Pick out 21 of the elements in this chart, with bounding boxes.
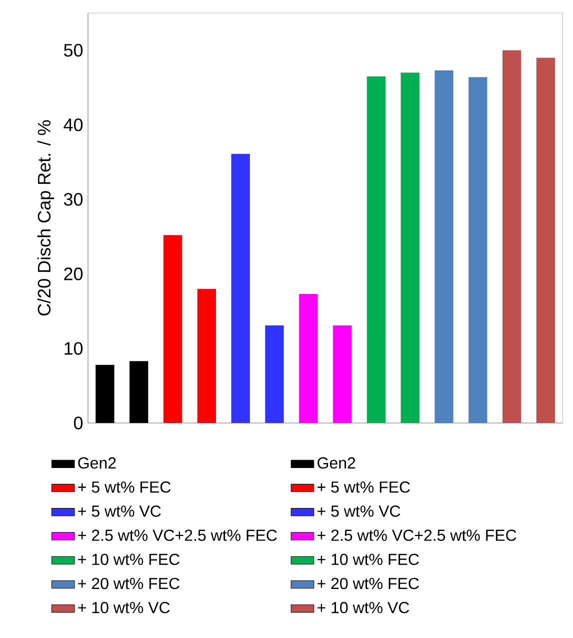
legend-label: + 10 wt% VC <box>318 602 410 614</box>
legend-label: + 20 wt% FEC <box>318 578 419 590</box>
y-tick-label: 40 <box>64 118 83 132</box>
legend-label: Gen2 <box>78 457 116 469</box>
legend-label: Gen2 <box>318 457 356 469</box>
y-tick-label: 10 <box>64 342 83 355</box>
y-tick-label: 20 <box>64 268 83 280</box>
y-tick-label: 30 <box>64 192 83 206</box>
legend-label: + 10 wt% VC <box>78 602 170 614</box>
legend-label: + 5 wt% VC <box>78 506 161 517</box>
legend-label: + 2.5 wt% VC+2.5 wt% FEC <box>78 530 277 541</box>
legend-label: + 5 wt% VC <box>318 506 400 517</box>
legend-label: + 10 wt% FEC <box>318 554 419 566</box>
y-axis-title: C/20 Disch Cap Ret. / % <box>37 120 54 316</box>
legend-label: + 2.5 wt% VC+2.5 wt% FEC <box>318 530 516 541</box>
legend-label: + 10 wt% FEC <box>78 554 180 566</box>
y-tick-label: 50 <box>64 44 83 57</box>
legend-label: + 20 wt% FEC <box>78 578 180 590</box>
legend-label: + 5 wt% FEC <box>78 481 171 493</box>
y-tick-label: 0 <box>74 416 83 430</box>
legend-label: + 5 wt% FEC <box>318 481 410 493</box>
